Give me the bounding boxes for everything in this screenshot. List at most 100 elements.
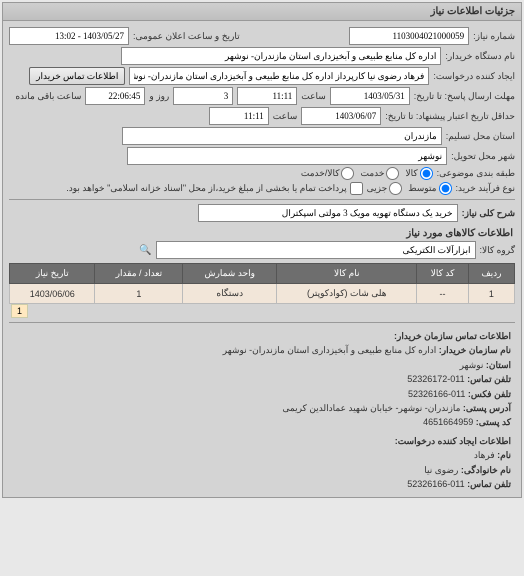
- separator-2: [9, 322, 515, 323]
- goods-group-input[interactable]: [156, 241, 476, 259]
- valid-time-input[interactable]: [209, 107, 269, 125]
- separator-1: [9, 199, 515, 200]
- buyer-device-label: نام دستگاه خریدار:: [445, 51, 515, 62]
- radio-both-input[interactable]: [341, 167, 354, 180]
- reply-time-input[interactable]: [237, 87, 297, 105]
- process-radios: متوسط جزیی: [367, 182, 452, 195]
- remaining-label: ساعت باقی مانده: [15, 91, 81, 102]
- radio-medium-label: متوسط: [408, 183, 436, 194]
- contact-org-block: اطلاعات تماس سازمان خریدار: نام سازمان خ…: [9, 327, 515, 432]
- days-remaining-input[interactable]: [173, 87, 233, 105]
- goods-table: ردیف کد کالا نام کالا واحد شمارش تعداد /…: [9, 263, 515, 304]
- announce-input[interactable]: [9, 27, 129, 45]
- radio-small-input[interactable]: [389, 182, 402, 195]
- creator-input[interactable]: [129, 67, 429, 85]
- time-remaining-input[interactable]: [85, 87, 145, 105]
- creator-label: ایجاد کننده درخواست:: [433, 71, 515, 82]
- request-no-input[interactable]: [349, 27, 469, 45]
- valid-time-label: ساعت: [273, 111, 298, 122]
- cell-name: هلی شات (کوادکوپتر): [277, 284, 417, 304]
- days-label: روز و: [149, 91, 169, 102]
- org-name: اداره کل منابع طبیعی و آبخیزداری استان م…: [223, 345, 436, 355]
- province-input[interactable]: [122, 127, 442, 145]
- search-icon[interactable]: 🔍: [139, 245, 151, 256]
- col-code: کد کالا: [417, 264, 469, 284]
- row-request-no: شماره نیاز: تاریخ و ساعت اعلان عمومی:: [9, 27, 515, 45]
- creator-phone: 011-52326166: [407, 479, 464, 489]
- reply-time-label: ساعت: [301, 91, 326, 102]
- buyer-contact-button[interactable]: اطلاعات تماس خریدار: [29, 67, 125, 85]
- radio-small[interactable]: جزیی: [367, 182, 403, 195]
- org-address-lbl: آدرس پستی:: [463, 403, 511, 413]
- radio-both-label: کالا/خدمت: [301, 168, 340, 179]
- col-unit: واحد شمارش: [183, 264, 277, 284]
- creator-name: فرهاد: [474, 450, 495, 460]
- row-creator: ایجاد کننده درخواست: اطلاعات تماس خریدار: [9, 67, 515, 85]
- goods-section-title: اطلاعات کالاهای مورد نیاز: [11, 228, 513, 239]
- row-goods-group: گروه کالا: 🔍: [9, 241, 515, 259]
- row-city: شهر محل تحویل:: [9, 147, 515, 165]
- cell-date: 1403/06/06: [10, 284, 95, 304]
- request-no-label: شماره نیاز:: [473, 31, 515, 42]
- radio-khedmat[interactable]: خدمت: [360, 167, 399, 180]
- need-desc-label: شرح کلی نیاز:: [462, 208, 515, 219]
- cell-unit: دستگاه: [183, 284, 277, 304]
- province-label: استان محل تسلیم:: [446, 131, 515, 142]
- treasury-checkbox-input[interactable]: [350, 182, 363, 195]
- col-row: ردیف: [468, 264, 514, 284]
- valid-until-label: حداقل تاریخ اعتبار پیشنهاد: تا تاریخ:: [385, 111, 515, 122]
- row-buyer-device: نام دستگاه خریدار:: [9, 47, 515, 65]
- subject-type-radios: کالا خدمت کالا/خدمت: [301, 167, 433, 180]
- contact-creator-block: اطلاعات ایجاد کننده درخواست: نام: فرهاد …: [9, 432, 515, 494]
- treasury-note-checkbox[interactable]: پرداخت تمام یا بخشی از مبلغ خرید،از محل …: [66, 182, 362, 195]
- contact-creator-title: اطلاعات ایجاد کننده درخواست:: [395, 436, 511, 446]
- org-phone: 011-52326172: [407, 374, 464, 384]
- creator-name-lbl: نام:: [497, 450, 511, 460]
- row-reply-deadline: مهلت ارسال پاسخ: تا تاریخ: ساعت روز و سا…: [9, 87, 515, 105]
- org-province-lbl: استان:: [486, 360, 511, 370]
- row-subject-type: طبقه بندی موضوعی: کالا خدمت کالا/خدمت: [9, 167, 515, 180]
- panel-title: جزئیات اطلاعات نیاز: [3, 3, 521, 21]
- buyer-device-input[interactable]: [121, 47, 441, 65]
- city-input[interactable]: [127, 147, 447, 165]
- goods-table-header-row: ردیف کد کالا نام کالا واحد شمارش تعداد /…: [10, 264, 515, 284]
- announce-label: تاریخ و ساعت اعلان عمومی:: [133, 31, 240, 42]
- valid-date-input[interactable]: [301, 107, 381, 125]
- pager[interactable]: 1: [9, 304, 515, 318]
- creator-family: رضوی نیا: [424, 465, 458, 475]
- table-row[interactable]: 1 -- هلی شات (کوادکوپتر) دستگاه 1 1403/0…: [10, 284, 515, 304]
- radio-khedmat-label: خدمت: [360, 168, 384, 179]
- radio-kala-input[interactable]: [420, 167, 433, 180]
- cell-row: 1: [468, 284, 514, 304]
- radio-khedmat-input[interactable]: [386, 167, 399, 180]
- details-panel: جزئیات اطلاعات نیاز شماره نیاز: تاریخ و …: [2, 2, 522, 498]
- org-address: مازندران- نوشهر- خیابان شهید عمادالدین ک…: [282, 403, 460, 413]
- org-fax-lbl: تلفن فکس:: [468, 389, 511, 399]
- panel-body: شماره نیاز: تاریخ و ساعت اعلان عمومی: نا…: [3, 21, 521, 497]
- org-province: نوشهر: [460, 360, 484, 370]
- row-valid-until: حداقل تاریخ اعتبار پیشنهاد: تا تاریخ: سا…: [9, 107, 515, 125]
- radio-small-label: جزیی: [367, 183, 388, 194]
- need-desc-input[interactable]: [198, 204, 458, 222]
- org-postal-lbl: کد پستی:: [476, 417, 511, 427]
- radio-both[interactable]: کالا/خدمت: [301, 167, 355, 180]
- reply-date-input[interactable]: [330, 87, 410, 105]
- row-province: استان محل تسلیم:: [9, 127, 515, 145]
- org-postal: 4651664959: [423, 417, 473, 427]
- org-phone-lbl: تلفن تماس:: [467, 374, 511, 384]
- cell-code: --: [417, 284, 469, 304]
- pager-page: 1: [11, 304, 28, 318]
- col-date: تاریخ نیاز: [10, 264, 95, 284]
- city-label: شهر محل تحویل:: [451, 151, 515, 162]
- radio-medium[interactable]: متوسط: [408, 182, 451, 195]
- col-qty: تعداد / مقدار: [95, 264, 183, 284]
- org-name-lbl: نام سازمان خریدار:: [439, 345, 511, 355]
- row-process: نوع فرآیند خرید: متوسط جزیی پرداخت تمام …: [9, 182, 515, 195]
- subject-type-label: طبقه بندی موضوعی:: [437, 168, 515, 179]
- contact-org-title: اطلاعات تماس سازمان خریدار:: [394, 331, 511, 341]
- radio-kala-label: کالا: [405, 168, 417, 179]
- radio-kala[interactable]: کالا: [405, 167, 432, 180]
- creator-phone-lbl: تلفن تماس:: [467, 479, 511, 489]
- radio-medium-input[interactable]: [439, 182, 452, 195]
- org-fax: 011-52326166: [408, 389, 465, 399]
